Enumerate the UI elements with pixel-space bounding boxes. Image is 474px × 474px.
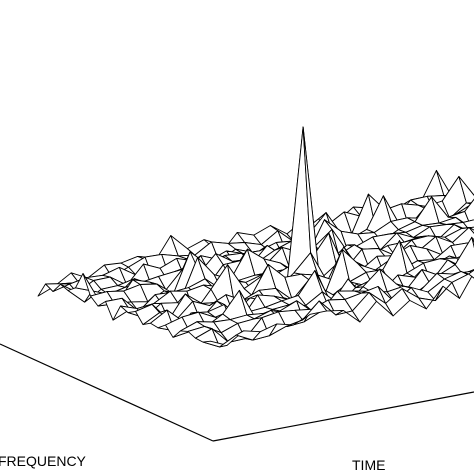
surface-cell [458, 176, 474, 206]
surface-cell [468, 226, 474, 234]
time-axis [212, 391, 474, 442]
frequency-axis [0, 343, 214, 442]
surface-mesh [37, 126, 474, 348]
surface-cell [454, 236, 474, 275]
surface-cell [451, 269, 474, 299]
surface-cell [471, 236, 474, 249]
time-axis-label: TIME [352, 457, 385, 473]
frequency-axis-label: FREQUENCY [0, 453, 87, 469]
